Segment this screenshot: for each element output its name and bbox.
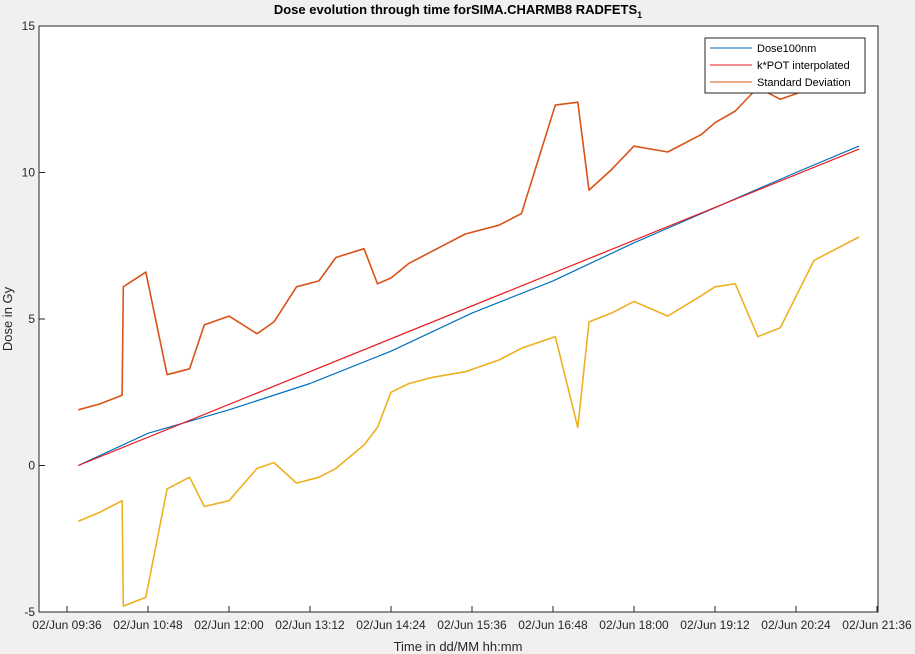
y-tick-label-5: 5	[28, 312, 35, 326]
x-tick-label-02-jun-16-48: 02/Jun 16:48	[518, 618, 588, 632]
x-tick-label-02-jun-12-00: 02/Jun 12:00	[194, 618, 264, 632]
y-tick-label-0: 0	[28, 459, 35, 473]
legend-label-dose100nm: Dose100nm	[757, 43, 816, 55]
x-tick-label-02-jun-13-12: 02/Jun 13:12	[275, 618, 345, 632]
x-axis-label: Time in dd/MM hh:mm	[394, 639, 523, 654]
x-tick-label-02-jun-21-36: 02/Jun 21:36	[842, 618, 912, 632]
x-tick-label-02-jun-09-36: 02/Jun 09:36	[32, 618, 102, 632]
y-axis: -5 0 5 10 15	[22, 19, 45, 619]
x-tick-label-02-jun-19-12: 02/Jun 19:12	[680, 618, 750, 632]
y-tick-label-15: 15	[22, 19, 36, 33]
legend: Dose100nm k*POT interpolated Standard De…	[704, 37, 866, 94]
series-layer	[77, 57, 860, 607]
chart-title-main: Dose evolution through time forSIMA.CHAR…	[274, 2, 638, 17]
x-tick-label-02-jun-15-36: 02/Jun 15:36	[437, 618, 507, 632]
chart-title-subscript: 1	[637, 10, 642, 20]
series-line-lower-bound	[77, 236, 860, 607]
x-tick-label-02-jun-10-48: 02/Jun 10:48	[113, 618, 183, 632]
y-tick-label-5: -5	[24, 605, 35, 619]
series-line-standard-deviation	[78, 57, 860, 411]
x-tick-label-02-jun-18-00: 02/Jun 18:00	[599, 618, 669, 632]
series-line-k-pot-interpolated	[78, 148, 860, 467]
legend-label-standard-deviation: Standard Deviation	[757, 77, 851, 89]
y-axis-label: Dose in Gy	[0, 286, 15, 351]
chart-title: Dose evolution through time forSIMA.CHAR…	[274, 2, 642, 20]
legend-label-kpot-interpolated: k*POT interpolated	[757, 60, 850, 72]
x-tick-label-02-jun-14-24: 02/Jun 14:24	[356, 618, 426, 632]
x-tick-label-02-jun-20-24: 02/Jun 20:24	[761, 618, 831, 632]
x-axis: 02/Jun 09:36 02/Jun 10:48 02/Jun 12:00 02/J…	[32, 606, 912, 632]
y-tick-label-10: 10	[22, 166, 36, 180]
